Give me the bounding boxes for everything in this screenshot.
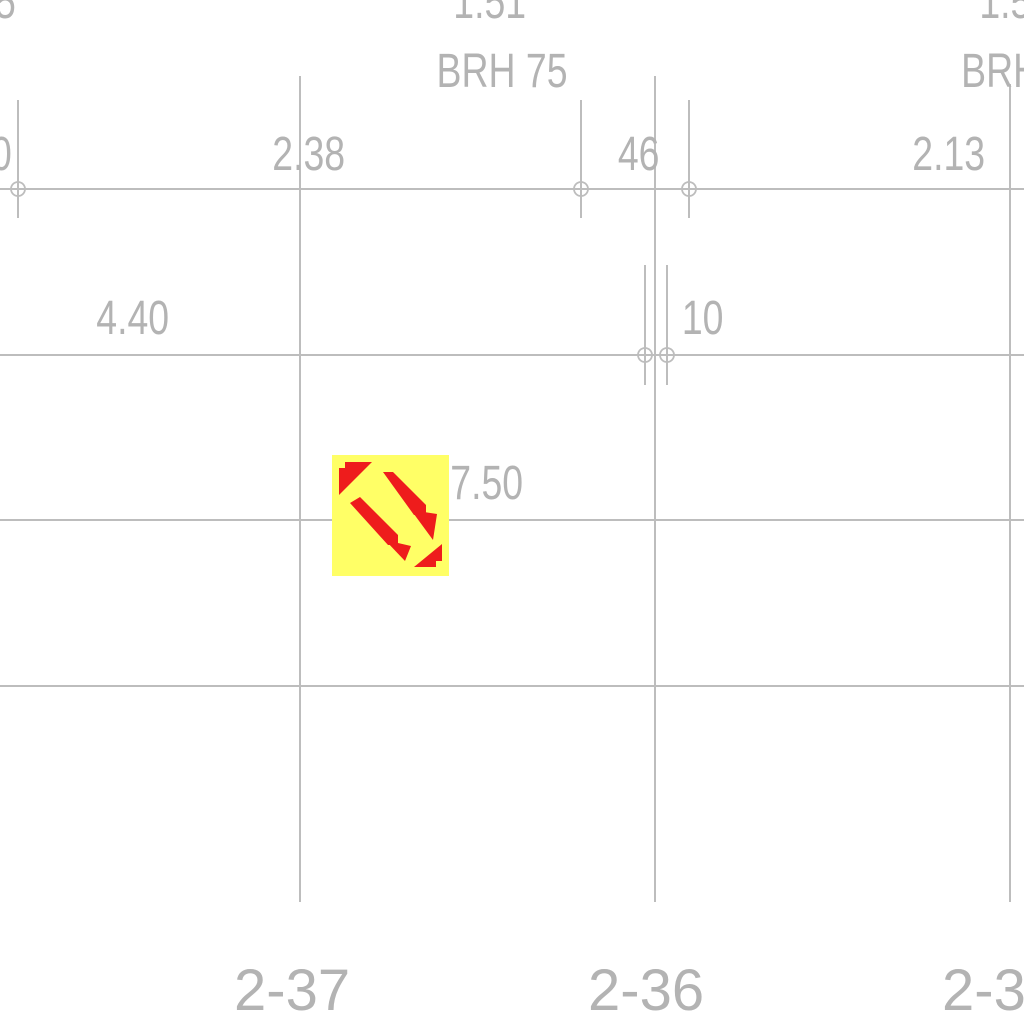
dimension-label: 2.13 <box>912 128 985 182</box>
dimension-label: 4.40 <box>96 292 169 346</box>
arrow-head-upper <box>411 510 437 540</box>
symbol-corner-notch <box>339 561 345 567</box>
dimension-label: 1.51 <box>453 0 526 29</box>
brh-label: BRH <box>961 45 1024 99</box>
dimension-node <box>659 347 675 363</box>
dimension-label: 2.38 <box>272 128 345 182</box>
dimension-label: 1.5 <box>979 0 1024 29</box>
grid-label-2-3: 2-3 <box>942 958 1024 1023</box>
arrow-shaft-lower <box>350 497 398 545</box>
dimension-node <box>573 181 589 197</box>
symbol-corner-notch <box>436 561 442 567</box>
grid-label-2-37: 2-37 <box>234 958 350 1023</box>
grid-axis-labels: 2-37 2-36 2-3 <box>234 958 1024 1023</box>
dimension-node <box>637 347 653 363</box>
arrow-shaft-upper <box>383 472 426 515</box>
grid-lines <box>0 76 1024 902</box>
dimension-node <box>10 181 26 197</box>
dimension-label: 0 <box>0 128 12 182</box>
dimension-label: 10 <box>682 292 724 346</box>
dimension-nodes <box>10 181 697 363</box>
dimension-label: 46 <box>618 128 660 182</box>
grid-label-2-36: 2-36 <box>588 958 704 1023</box>
symbol-corner-notch <box>339 462 345 468</box>
fire-hydrant-arrows-icon[interactable] <box>332 455 449 576</box>
brh-label: BRH 75 <box>436 45 567 99</box>
symbol-corner-notch <box>436 462 442 468</box>
dimension-node <box>681 181 697 197</box>
arrow-head-lower <box>385 540 411 561</box>
dimension-labels: 5 1.51 1.5 BRH 75 BRH 0 2.38 46 2.13 4.4… <box>0 0 1024 510</box>
symbol-yellow-panel <box>339 462 442 567</box>
dimension-label: 7.50 <box>450 457 523 511</box>
dimension-label: 5 <box>0 0 16 29</box>
